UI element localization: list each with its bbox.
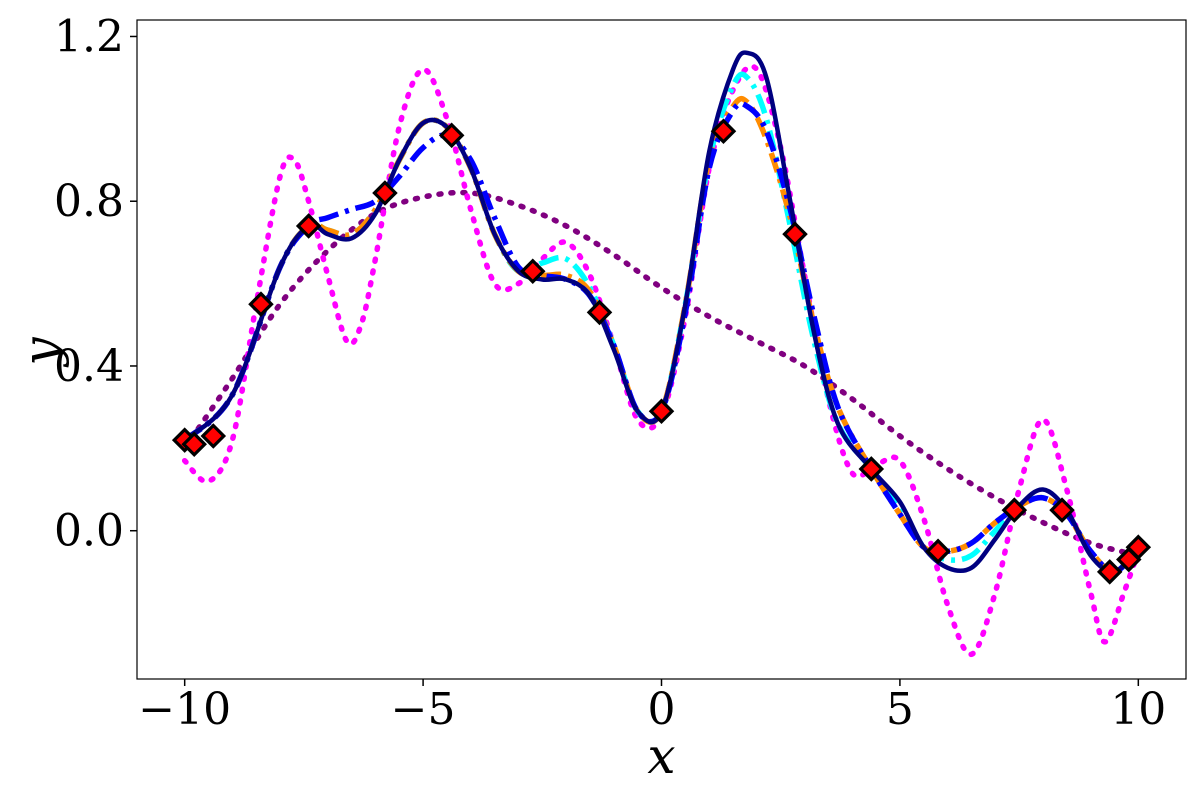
- y-tick-label-1: 0.0: [54, 506, 124, 557]
- data-point-15: [1001, 497, 1028, 523]
- x-tick-label-5: 10: [1110, 684, 1166, 735]
- data-point-13: [858, 456, 885, 482]
- data-point-11: [710, 118, 737, 144]
- data-point-12: [782, 221, 808, 247]
- plot-frame: [136, 19, 1187, 680]
- series-line-3: [182, 71, 1141, 575]
- data-point-14: [925, 538, 951, 565]
- y-axis-label: y: [12, 337, 70, 368]
- x-tick-label-1: −10: [138, 684, 231, 735]
- x-ticks: −10 −5 0 5 10: [138, 679, 1166, 735]
- y-tick-label-4: 1.2: [54, 11, 124, 62]
- data-point-17: [1096, 559, 1123, 585]
- y-tick-label-2: 0.4: [54, 341, 124, 392]
- data-point-16: [1049, 497, 1075, 523]
- x-tick-label-2: −5: [391, 684, 456, 735]
- x-axis-label: x: [647, 727, 675, 785]
- data-point-10: [648, 398, 675, 425]
- data-point-9: [586, 299, 613, 326]
- x-tick-label-3: 0: [648, 684, 676, 735]
- data-point-4: [248, 291, 274, 317]
- series-layer: [181, 50, 1142, 658]
- data-point-3: [200, 423, 227, 449]
- data-point-7: [438, 122, 465, 149]
- y-ticks: 0.0 0.4 0.8 1.2: [54, 11, 137, 557]
- data-point-2: [181, 431, 207, 457]
- data-point-5: [295, 213, 322, 239]
- data-point-6: [372, 180, 398, 206]
- series-line-1: [181, 189, 1142, 559]
- marker-layer: [171, 118, 1152, 585]
- data-point-19: [1125, 534, 1152, 560]
- series-line-5: [182, 100, 1141, 575]
- y-tick-label-3: 0.8: [54, 176, 124, 227]
- series-line-4: [182, 95, 1141, 575]
- x-tick-label-4: 5: [886, 684, 914, 735]
- series-line-6: [182, 50, 1141, 575]
- data-point-8: [519, 258, 546, 285]
- series-line-2: [181, 63, 1142, 658]
